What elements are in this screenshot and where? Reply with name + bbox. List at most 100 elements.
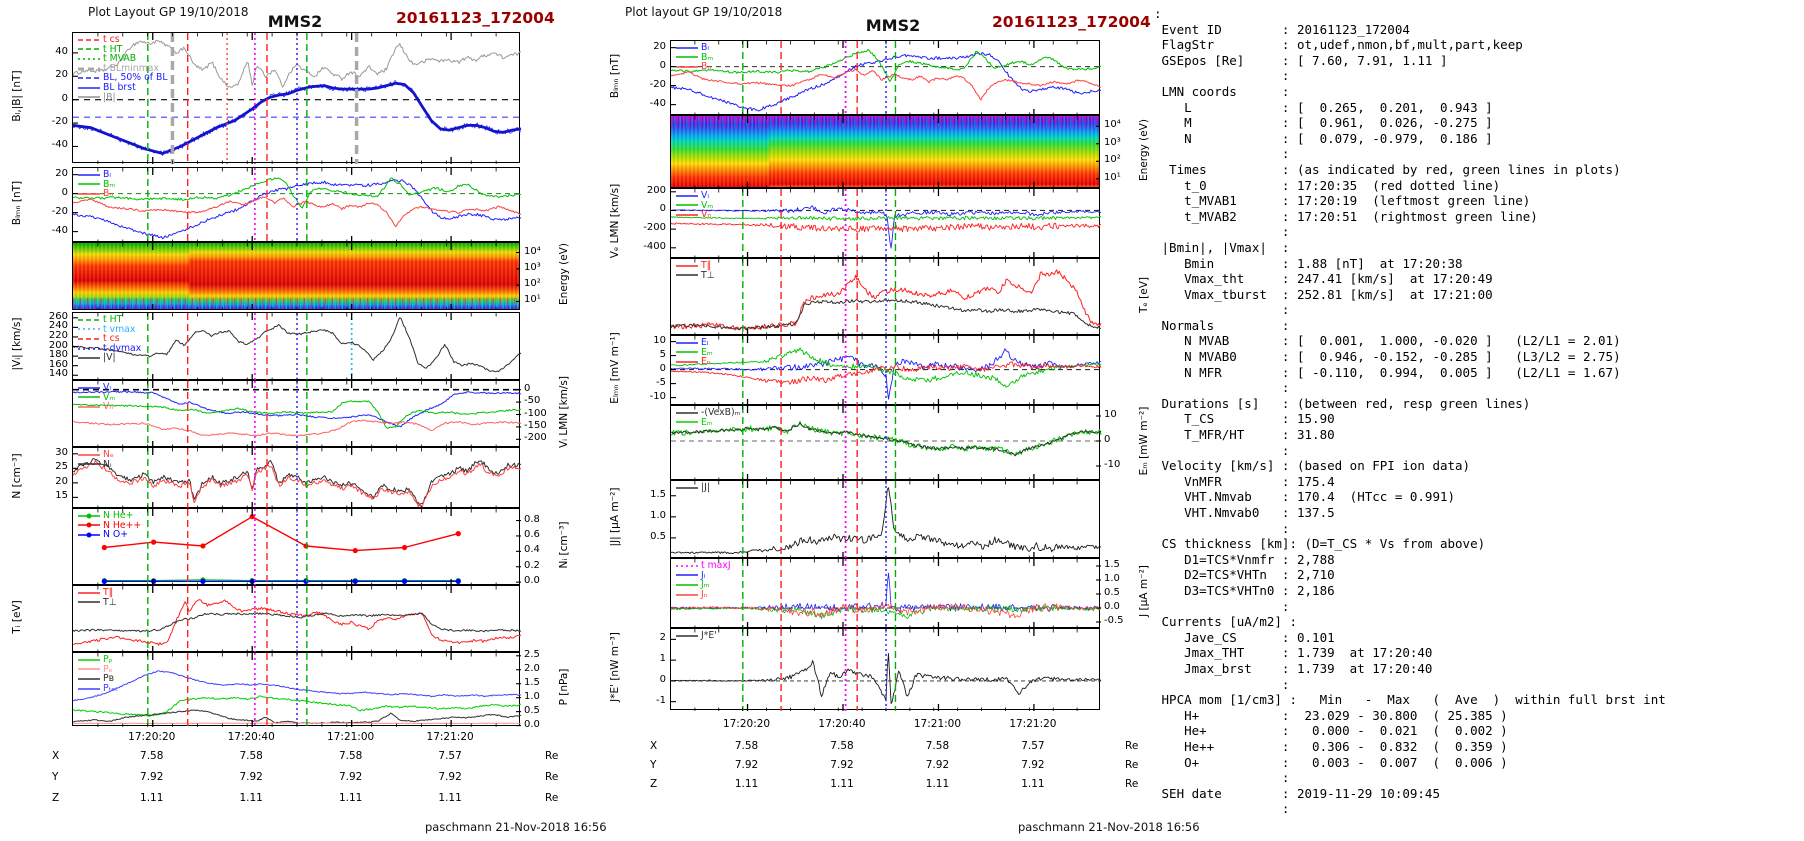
plot-legend: Bₗ Bₘ Bₙ xyxy=(78,170,115,199)
info-line: Jave_CS : 0.101 xyxy=(1154,629,1335,645)
info-line: T_CS : 15.90 xyxy=(1154,411,1335,427)
legend-label: -(VexB)ₘ xyxy=(701,407,741,418)
legend-line-sample-icon xyxy=(676,593,698,596)
event-info-panel: : Event ID : 20161123_172004 FlagStr : o… xyxy=(1154,6,1666,817)
legend-entry: Nₑ xyxy=(78,450,114,460)
y-tick-label: 10¹ xyxy=(524,294,541,306)
legend-entry: Vₙ xyxy=(78,402,115,412)
y-tick-label: 10² xyxy=(1104,154,1121,166)
legend-entry: Bₗ xyxy=(676,43,713,53)
right-axis-title: J [µA m⁻²] xyxy=(1138,565,1150,617)
legend-label: Pₜₒₜ xyxy=(103,682,118,694)
legend-line-sample-icon xyxy=(78,96,100,99)
plot-j-lmn xyxy=(670,558,1102,629)
position-value: 1.11 xyxy=(438,792,462,804)
y-tick-label: 0 xyxy=(524,382,531,394)
legend-label: Vₘ xyxy=(103,391,116,403)
legend-entry: Pₑ xyxy=(78,664,118,675)
legend-entry: BL brst xyxy=(78,83,168,93)
plot-legend: N He+ N He++ N O+ xyxy=(78,511,141,540)
legend-entry: N He++ xyxy=(78,520,141,531)
position-value: 7.92 xyxy=(925,759,950,771)
info-line: Bmin : 1.88 [nT] at 17:20:38 xyxy=(1154,255,1463,271)
legend-line-sample-icon xyxy=(78,668,100,671)
y-tick-label: -20 xyxy=(649,78,666,90)
right-axis-title: P [nPa] xyxy=(558,668,570,706)
plot-canvas-bl-babs xyxy=(72,33,522,164)
plot-canvas-e-lmn xyxy=(670,336,1102,406)
plot-legend: t cs t HT t MVAB t BLminmax BL, 50% of BL BL … xyxy=(78,35,168,102)
info-line: : xyxy=(1154,520,1290,536)
legend-line-sample-icon xyxy=(676,274,698,277)
x-axis-label: 17:20:20 xyxy=(128,731,176,743)
y-tick-label: 220 xyxy=(48,329,68,341)
x-axis-label: 17:21:00 xyxy=(913,718,962,730)
y-tick-label: 0 xyxy=(1104,434,1111,445)
legend-entry: Bₙ xyxy=(78,189,115,199)
position-value: 7.58 xyxy=(140,750,164,762)
legend-line-sample-icon xyxy=(78,463,100,466)
info-line: D2=TCS*VHTn : 2,710 xyxy=(1154,567,1335,583)
info-line: N MVAB : [ 0.001, 1.000, -0.020 ] (L2/L1… xyxy=(1154,333,1621,349)
legend-label: N He+ xyxy=(103,510,134,521)
plot-pressure xyxy=(72,652,522,727)
legend-line-sample-icon xyxy=(676,574,698,577)
legend-line-sample-icon xyxy=(676,584,698,586)
left-panel-event-id: 20161123_172004 xyxy=(396,9,555,27)
legend-entry: Vₙ xyxy=(676,210,713,220)
legend-entry: t HT xyxy=(78,44,168,55)
info-line: N : [ 0.079, -0.979, 0.186 ] xyxy=(1154,130,1493,146)
y-tick-label: 0.5 xyxy=(524,704,540,716)
legend-line-sample-icon xyxy=(78,678,100,680)
position-value: 1.11 xyxy=(140,792,164,804)
y-tick-label: 1.0 xyxy=(1104,573,1120,584)
info-line: Durations [s] : (between red, resp green… xyxy=(1154,395,1531,411)
y-axis-title: Bₗₘₙ [nT] xyxy=(609,53,621,98)
legend-line-sample-icon xyxy=(78,193,100,195)
y-tick-label: 0 xyxy=(659,362,666,374)
position-unit: Re xyxy=(1125,740,1139,752)
y-tick-label: 0.2 xyxy=(524,559,540,571)
spectrogram-segment xyxy=(671,116,770,187)
y-tick-label: -1 xyxy=(656,694,666,706)
info-line: Normals : xyxy=(1154,317,1290,333)
legend-entry: t cs xyxy=(78,35,168,45)
plot-em-vexb xyxy=(670,405,1102,481)
position-unit: Re xyxy=(545,750,559,762)
position-value: 7.58 xyxy=(338,750,363,762)
position-unit: Re xyxy=(545,771,559,783)
spectrogram-segment xyxy=(769,116,1099,187)
info-line: D1=TCS*Vnmfr : 2,788 xyxy=(1154,551,1335,567)
legend-line-sample-icon xyxy=(78,522,100,528)
y-tick-label: 260 xyxy=(48,310,68,322)
legend-entry: N He+ xyxy=(78,511,141,521)
position-unit: Re xyxy=(1125,778,1139,790)
legend-entry: Bₙ xyxy=(676,62,713,72)
y-tick-label: 10⁴ xyxy=(524,245,541,257)
y-tick-label: 240 xyxy=(48,320,68,332)
info-line: Velocity [km/s] : (based on FPI ion data… xyxy=(1154,458,1471,474)
legend-label: Bₗ xyxy=(701,42,709,53)
y-tick-label: 40 xyxy=(55,45,68,57)
legend-entry: Bₘ xyxy=(78,179,115,190)
legend-label: Eₙ xyxy=(701,356,711,368)
position-value: 7.58 xyxy=(925,740,950,752)
legend-entry: t BLminmax xyxy=(78,64,168,74)
legend-entry: Eₗ xyxy=(676,338,713,348)
position-unit: Re xyxy=(545,792,559,804)
legend-line-sample-icon xyxy=(676,66,698,68)
position-value: 1.11 xyxy=(830,778,854,790)
legend-entry: Nᵢ xyxy=(78,459,114,470)
plot-legend: T‖ T⊥ xyxy=(676,261,715,280)
info-line: LMN coords : xyxy=(1154,83,1290,99)
legend-entry: t vmax xyxy=(78,324,141,335)
position-value: 7.58 xyxy=(830,740,854,752)
legend-line-sample-icon xyxy=(78,67,100,71)
plot-j-mag xyxy=(670,480,1102,559)
plot-bl-babs xyxy=(72,32,522,164)
plot-v-ion-mag xyxy=(72,312,522,381)
y-tick-label: 10¹ xyxy=(1104,171,1121,183)
info-line: : xyxy=(1154,442,1290,458)
legend-entry: Jₙ xyxy=(676,590,731,600)
plot-legend: -(VexB)ₘ Eₘ xyxy=(676,408,740,427)
